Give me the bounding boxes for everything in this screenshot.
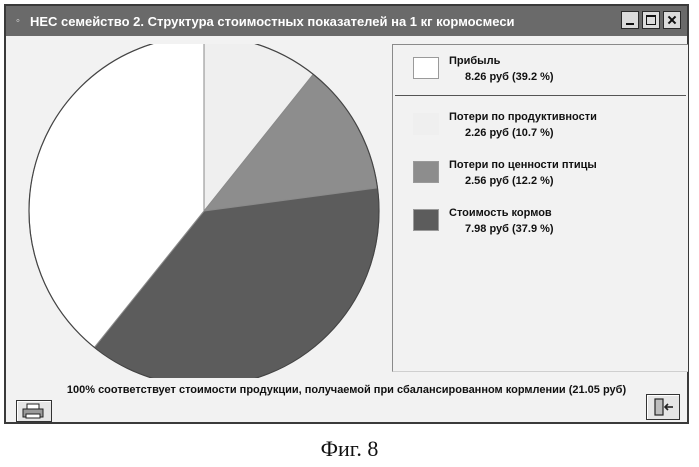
legend-value: 2.56 руб (12.2 %)	[465, 175, 554, 187]
legend-item-profit: Прибыль 8.26 руб (39.2 %)	[393, 53, 688, 87]
figure-caption: Фиг. 8	[0, 436, 699, 462]
legend-swatch-profit	[413, 57, 439, 79]
legend-label: Стоимость кормов	[449, 207, 552, 219]
pie-chart	[24, 44, 382, 378]
maximize-button[interactable]	[642, 11, 660, 29]
app-window: ◦ НЕС семейство 2. Структура стоимостных…	[4, 4, 689, 424]
legend-label: Потери по ценности птицы	[449, 159, 597, 171]
exit-door-icon	[647, 395, 679, 419]
legend-value: 2.26 руб (10.7 %)	[465, 127, 554, 139]
app-icon[interactable]: ◦	[12, 15, 24, 27]
footnote-text: 100% соответствует стоимости продукции, …	[6, 384, 687, 396]
legend-divider	[395, 95, 686, 96]
legend-panel: Прибыль 8.26 руб (39.2 %) Потери по прод…	[392, 44, 688, 372]
legend-label: Потери по продуктивности	[449, 111, 597, 123]
legend-value: 7.98 руб (37.9 %)	[465, 223, 554, 235]
minimize-button[interactable]	[621, 11, 639, 29]
close-button[interactable]	[663, 11, 681, 29]
title-bar[interactable]: ◦ НЕС семейство 2. Структура стоимостных…	[6, 6, 687, 36]
printer-icon	[17, 401, 51, 421]
legend-swatch-feed-cost	[413, 209, 439, 231]
window-controls	[621, 11, 681, 29]
exit-button[interactable]	[646, 394, 680, 420]
legend-label: Прибыль	[449, 55, 500, 67]
window-title: НЕС семейство 2. Структура стоимостных п…	[30, 14, 515, 29]
legend-item-productivity-loss: Потери по продуктивности 2.26 руб (10.7 …	[393, 109, 688, 143]
legend-swatch-bird-value-loss	[413, 161, 439, 183]
print-button[interactable]	[16, 400, 52, 422]
legend-item-bird-value-loss: Потери по ценности птицы 2.56 руб (12.2 …	[393, 157, 688, 191]
legend-value: 8.26 руб (39.2 %)	[465, 71, 554, 83]
legend-item-feed-cost: Стоимость кормов 7.98 руб (37.9 %)	[393, 205, 688, 239]
legend-swatch-productivity-loss	[413, 113, 439, 135]
